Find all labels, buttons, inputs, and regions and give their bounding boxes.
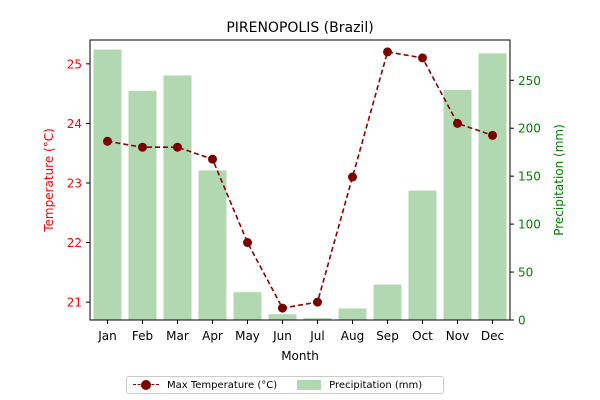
temp-point-apr [208,154,217,164]
precip-bar-feb [128,90,157,320]
temp-point-jul [313,297,322,307]
legend-item-precipitation: Precipitation (mm) [277,380,422,391]
axes: Jan Feb Mar Apr May Jun Jul Aug Sep Oct Nov Dec 21 22… [67,39,541,343]
x-tick-label: Oct [412,329,433,343]
precip-bar-jan [93,49,122,320]
temp-point-jan [103,136,112,146]
temp-point-may [243,238,252,248]
y-right-tick-label: 100 [518,218,541,232]
y-right-tick-label: 200 [518,122,541,136]
legend-bar-swatch [297,380,322,390]
precip-bar-jul [303,318,332,320]
y-left-tick-label: 24 [67,117,82,131]
temp-point-sep [383,47,392,57]
legend-label-temperature: Max Temperature (°C) [167,379,278,391]
x-tick-label: Aug [341,329,364,343]
y-left-tick-label: 23 [67,176,82,190]
y-axis-left-label: Temperature (°C) [42,128,56,233]
precip-bar-oct [408,190,437,320]
temp-point-mar [173,142,182,152]
temp-point-feb [138,142,147,152]
temp-point-aug [348,172,357,182]
legend: Max Temperature (°C) Precipitation (mm) [126,376,444,394]
x-tick-label: Jan [97,329,117,343]
x-axis-label: Month [281,349,319,363]
legend-line-marker [133,380,159,390]
y-left-tick-label: 21 [67,296,82,310]
temperature-line [103,47,497,313]
x-tick-label: Sep [376,329,399,343]
plot-frame [89,39,511,321]
precip-bar-mar [163,75,192,320]
y-axis-right-label: Precipitation (mm) [552,124,566,236]
precip-bar-sep [373,284,402,320]
x-tick-label: Jul [309,329,324,343]
temp-point-oct [418,53,427,63]
y-right-tick-label: 50 [518,266,533,280]
x-tick-label: Mar [166,329,189,343]
precipitation-bars [93,49,507,321]
x-tick-label: Jun [272,329,292,343]
chart-title: PIRENOPOLIS (Brazil) [226,20,373,36]
precip-bar-may [233,292,262,320]
x-tick-label: Feb [132,329,153,343]
precip-bar-aug [338,308,367,320]
temp-point-jun [278,303,287,313]
x-tick-label: Apr [202,329,223,343]
x-tick-label: Nov [446,329,469,343]
precip-bar-dec [478,53,507,321]
legend-label-precipitation: Precipitation (mm) [329,379,423,391]
temperature-series-line [107,51,493,309]
precip-bar-jun [268,314,297,320]
temp-point-nov [453,118,462,128]
temp-point-dec [488,130,497,140]
y-left-tick-label: 22 [67,236,82,250]
precip-bar-apr [198,170,227,320]
y-left-tick-label: 25 [67,57,82,71]
x-tick-label: Dec [481,329,504,343]
y-right-tick-label: 250 [518,74,541,88]
y-right-tick-label: 0 [518,314,526,328]
precip-bar-nov [443,89,472,321]
legend-item-temperature: Max Temperature (°C) [127,380,277,391]
x-tick-label: May [235,329,260,343]
y-right-tick-label: 150 [518,170,541,184]
